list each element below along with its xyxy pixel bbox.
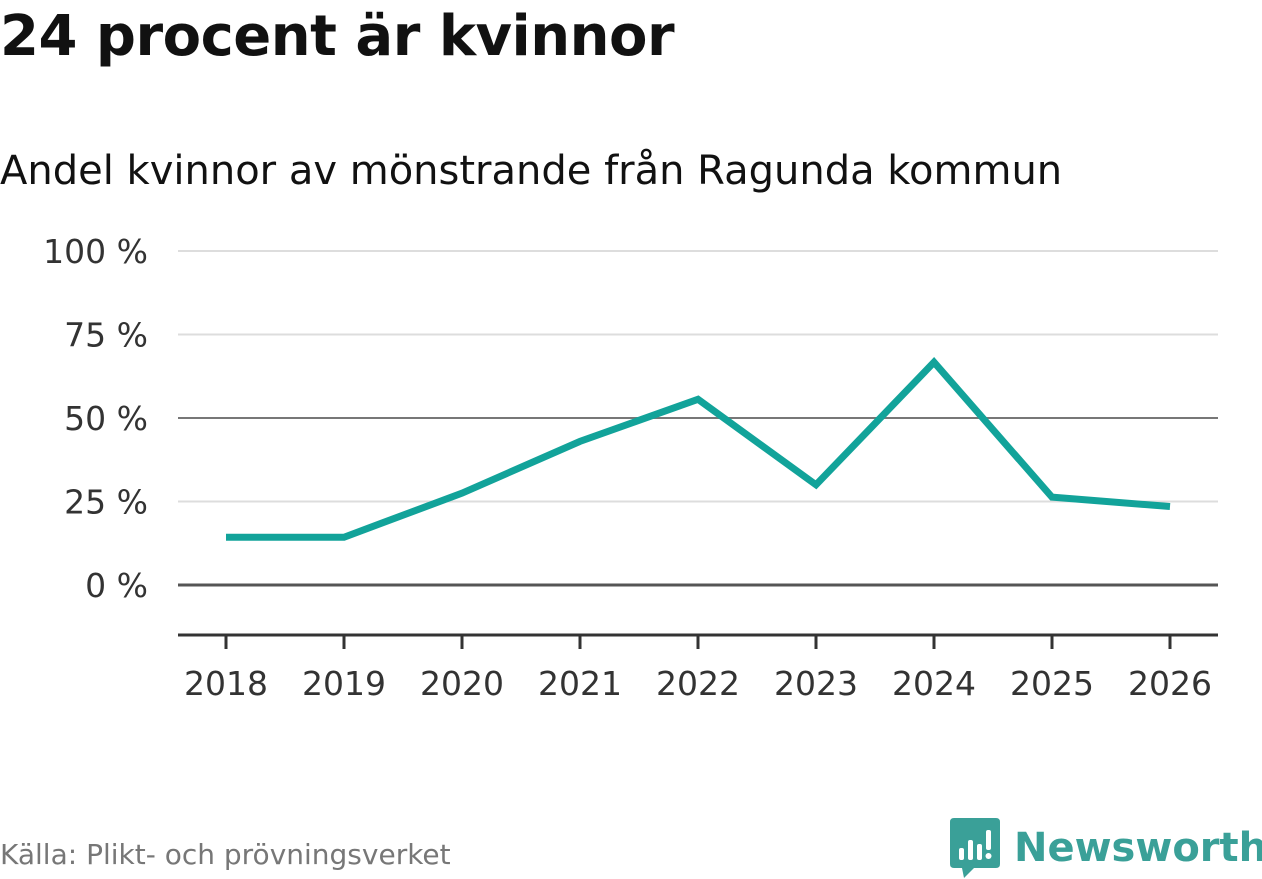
- y-tick-label: 75 %: [64, 316, 148, 355]
- x-tick-label: 2024: [892, 664, 976, 703]
- x-tick-label: 2018: [184, 664, 268, 703]
- x-tick-label: 2019: [302, 664, 386, 703]
- x-tick-label: 2023: [774, 664, 858, 703]
- y-tick-label: 50 %: [64, 399, 148, 438]
- y-tick-label: 0 %: [85, 566, 148, 605]
- x-tick-label: 2025: [1010, 664, 1094, 703]
- brand-name: Newsworthy: [1014, 825, 1262, 871]
- series-line: [226, 357, 1171, 541]
- source-note: Källa: Plikt- och prövningsverket: [0, 838, 451, 871]
- x-tick-label: 2026: [1128, 664, 1212, 703]
- x-tick-label: 2020: [420, 664, 504, 703]
- y-tick-label: 100 %: [43, 232, 148, 271]
- chart-subtitle: Andel kvinnor av mönstrande från Ragunda…: [0, 148, 1063, 194]
- x-tick-label: 2021: [538, 664, 622, 703]
- y-tick-label: 25 %: [64, 483, 148, 522]
- chart-title: 24 procent är kvinnor: [0, 4, 675, 69]
- x-tick-label: 2022: [656, 664, 740, 703]
- brand-logo: Newsworthy: [950, 818, 1262, 878]
- newsworthy-logo-icon: [950, 818, 1000, 878]
